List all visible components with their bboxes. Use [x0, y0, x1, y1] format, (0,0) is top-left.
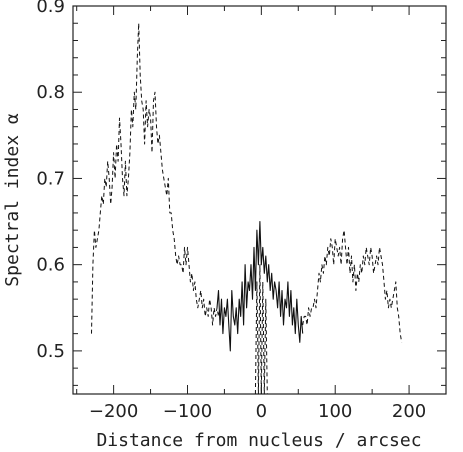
- x-tick-label: −200: [89, 401, 138, 422]
- series-line-2: [216, 221, 304, 352]
- series-line-3: [302, 229, 403, 343]
- y-tick-label: 0.8: [36, 82, 65, 103]
- x-tick-label: −100: [163, 401, 212, 422]
- tick-labels: −200 −100 0 100 200 0.5 0.6 0.7 0.8 0.9: [36, 0, 426, 422]
- y-axis-label: Spectral index α: [2, 113, 23, 287]
- y-tick-label: 0.6: [36, 255, 65, 276]
- series-line-1: [91, 22, 221, 334]
- y-tick-label: 0.5: [36, 341, 65, 362]
- series-group: [91, 22, 403, 395]
- y-tick-label: 0.7: [36, 168, 65, 189]
- plot-frame: [72, 5, 447, 395]
- series-line-4: [254, 264, 268, 395]
- x-tick-label: 100: [318, 401, 352, 422]
- axis-ticks: [73, 5, 447, 394]
- x-tick-label: 200: [392, 401, 426, 422]
- x-tick-label: 0: [256, 401, 267, 422]
- y-tick-label: 0.9: [36, 0, 65, 17]
- x-axis-label: Distance from nucleus / arcsec: [96, 430, 421, 451]
